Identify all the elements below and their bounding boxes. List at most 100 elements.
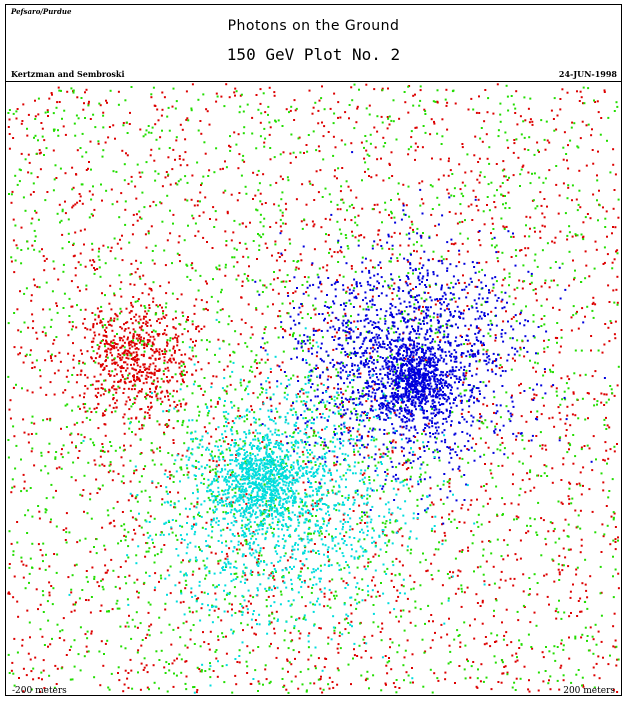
data-point — [108, 343, 111, 346]
data-point — [589, 217, 592, 220]
data-point — [39, 690, 42, 693]
data-point — [421, 180, 424, 183]
data-point — [310, 538, 313, 541]
data-point — [351, 203, 354, 206]
data-point — [144, 306, 147, 309]
data-point — [502, 638, 505, 641]
data-point — [168, 419, 171, 422]
data-point — [319, 687, 322, 690]
data-point — [171, 262, 173, 265]
data-point — [261, 391, 264, 394]
data-point — [477, 513, 480, 516]
data-point — [72, 244, 75, 246]
data-point — [548, 603, 550, 606]
data-point — [494, 334, 497, 337]
data-point — [239, 603, 242, 605]
data-point — [163, 362, 166, 365]
data-point — [42, 419, 45, 422]
data-point — [113, 388, 116, 391]
data-point — [458, 457, 461, 460]
data-point — [358, 601, 361, 604]
data-point — [33, 248, 36, 251]
data-point — [158, 368, 161, 371]
data-point — [182, 158, 185, 161]
data-point — [38, 250, 41, 253]
data-point — [217, 562, 220, 565]
data-point — [253, 632, 256, 635]
data-point — [139, 175, 142, 178]
data-point — [405, 671, 408, 674]
data-point — [232, 231, 235, 234]
data-point — [575, 526, 578, 529]
data-point — [593, 674, 596, 677]
data-point — [251, 116, 254, 119]
data-point — [489, 335, 492, 338]
data-point — [594, 623, 597, 626]
data-point — [602, 535, 605, 538]
data-point — [527, 593, 530, 596]
data-point — [457, 587, 460, 590]
data-point — [43, 139, 46, 142]
data-point — [160, 551, 163, 554]
data-point — [140, 408, 143, 410]
data-point — [461, 503, 464, 506]
data-point — [411, 653, 414, 656]
data-point — [344, 111, 347, 114]
data-point — [27, 433, 30, 436]
data-point — [49, 355, 52, 358]
data-point — [104, 360, 107, 363]
data-point — [180, 671, 183, 674]
data-point — [540, 285, 543, 288]
data-point — [334, 146, 337, 149]
data-point — [15, 383, 17, 386]
data-point — [119, 326, 122, 328]
data-point — [156, 350, 159, 353]
data-point — [103, 329, 106, 332]
data-point — [80, 442, 83, 444]
data-point — [128, 123, 131, 125]
data-point — [382, 382, 385, 385]
data-point — [92, 324, 95, 327]
data-point — [414, 149, 417, 152]
data-point — [486, 426, 489, 429]
data-point — [461, 590, 463, 593]
data-point — [477, 198, 480, 201]
data-point — [190, 198, 193, 201]
data-point — [557, 406, 560, 409]
data-point — [133, 472, 135, 475]
data-point — [357, 239, 360, 242]
data-point — [498, 353, 501, 356]
data-point — [103, 366, 106, 369]
data-point — [104, 571, 107, 574]
data-point — [273, 94, 276, 97]
data-point — [235, 248, 238, 251]
data-point — [499, 416, 502, 419]
data-point — [20, 490, 23, 493]
data-point — [414, 600, 417, 603]
data-point — [308, 632, 311, 635]
data-point — [186, 385, 189, 388]
data-point — [495, 163, 498, 165]
data-point — [560, 664, 563, 667]
data-point — [133, 401, 136, 404]
data-point — [566, 159, 568, 162]
data-point — [572, 314, 575, 317]
data-point — [151, 372, 154, 375]
data-point — [424, 650, 427, 653]
data-point — [197, 230, 200, 233]
data-point — [268, 645, 271, 648]
data-point — [406, 478, 408, 481]
data-point — [530, 398, 533, 401]
data-point — [329, 107, 332, 110]
data-point — [254, 375, 257, 378]
data-point — [335, 463, 338, 466]
data-point — [150, 623, 153, 626]
data-point — [386, 116, 389, 118]
data-point — [89, 492, 92, 495]
data-point — [101, 414, 104, 417]
data-point — [225, 635, 227, 638]
data-point — [215, 375, 218, 378]
data-point — [30, 222, 33, 225]
data-point — [569, 444, 572, 447]
data-point — [126, 352, 129, 355]
